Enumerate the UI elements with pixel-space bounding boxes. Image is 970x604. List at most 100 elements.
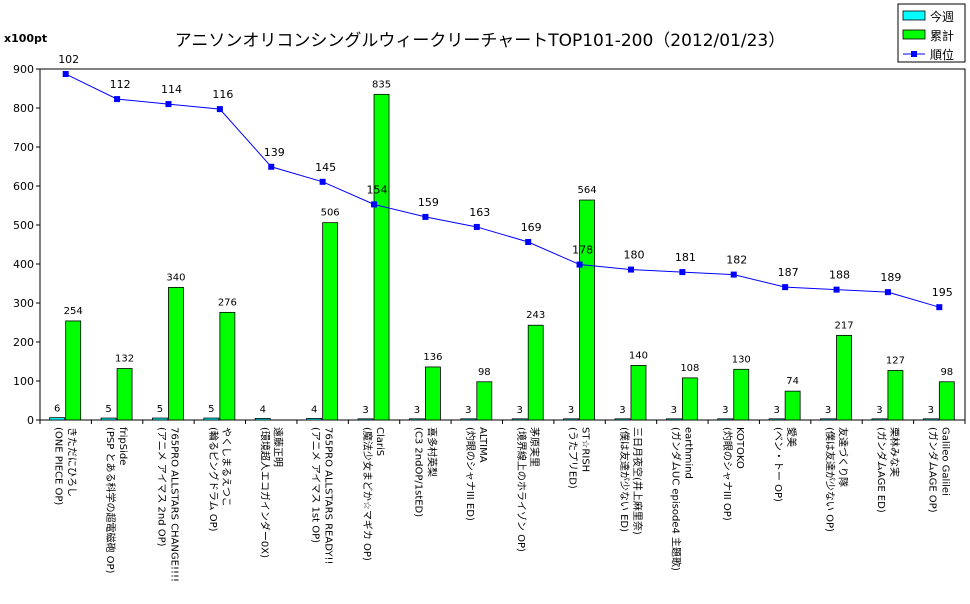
- x-tick-label: ALTIMA(灼眼のシャナIII ED): [464, 427, 488, 521]
- bar-this-week: [820, 418, 836, 421]
- bar-this-week: [922, 418, 939, 421]
- data-label-total: 98: [478, 367, 491, 378]
- bar-this-week: [409, 418, 425, 421]
- x-tick-label: 友達づくり隊(僕は友達が少ない OP): [824, 427, 850, 532]
- rank-point: [268, 163, 275, 170]
- bar-this-week: [665, 418, 682, 421]
- x-tick-label-artist: 遠藤正明: [271, 427, 284, 467]
- bar-total: [630, 364, 647, 421]
- rank-label: 116: [212, 88, 233, 101]
- bar-total: [836, 334, 852, 421]
- bar-this-week: [563, 418, 579, 421]
- rank-point: [62, 71, 69, 78]
- x-tick-label-work: (うたプリED): [567, 427, 579, 489]
- y-tick-label: 200: [13, 336, 34, 349]
- bar-this-week: [768, 418, 785, 421]
- bar-this-week: [614, 418, 631, 421]
- x-tick-label: 三日月夜空(井上麻里奈)(僕は友達が少ない ED): [618, 427, 644, 535]
- data-label-total: 276: [218, 297, 237, 308]
- rank-label: 187: [778, 266, 799, 279]
- rank-label: 112: [110, 78, 131, 91]
- plot-area: [39, 68, 966, 421]
- bar-this-week: [100, 417, 117, 421]
- y-tick-label: 100: [13, 375, 34, 388]
- bar-this-week: [460, 418, 477, 421]
- x-tick-label-work: (ガンダムAGE OP): [926, 427, 939, 513]
- bar-this-week: [717, 418, 734, 421]
- data-label-this-week: 3: [825, 405, 831, 416]
- data-label-total: 217: [834, 320, 853, 331]
- x-tick-label-work: (アニメ アイマス 1st OP): [310, 427, 321, 543]
- x-tick-label: 喜多村英梨(C3 2ndOP/1stED): [412, 427, 438, 517]
- data-label-total: 108: [680, 363, 699, 374]
- data-label-this-week: 3: [362, 405, 368, 416]
- x-tick-label-work: (ベン・トー OP): [772, 427, 784, 502]
- data-label-total: 506: [321, 208, 340, 219]
- y-tick-label: 500: [13, 219, 34, 232]
- x-tick-label: earthmind(ガンダムUC episode4 主題歌): [669, 427, 693, 571]
- bar-total: [322, 222, 339, 421]
- x-tick-label-work: (ガンダムUC episode4 主題歌): [669, 427, 682, 571]
- data-label-total: 340: [166, 272, 185, 283]
- rank-point: [730, 271, 737, 278]
- y-tick-label: 0: [27, 414, 34, 427]
- data-label-this-week: 3: [928, 405, 934, 416]
- rank-label: 139: [264, 146, 285, 159]
- data-label-total: 98: [940, 367, 953, 378]
- data-label-total: 132: [115, 354, 134, 365]
- bar-total: [527, 324, 544, 421]
- data-label-this-week: 5: [105, 404, 111, 415]
- rank-point: [679, 269, 686, 276]
- x-tick-label-work: (アニメ アイマス 2nd OP): [155, 427, 166, 547]
- data-label-this-week: 4: [260, 404, 266, 415]
- x-tick-label: 765PRO ALLSTARS READY!!(アニメ アイマス 1st OP): [310, 427, 334, 564]
- x-tick-label: 遠藤正明(環境超人エコガインダー0X): [258, 427, 284, 558]
- x-tick-label-work: (ONE PIECE OP): [53, 427, 64, 505]
- data-label-total: 835: [372, 79, 391, 90]
- x-tick-label-artist: 愛美: [785, 427, 798, 447]
- legend-label: 累計: [930, 28, 954, 43]
- x-tick-label-artist: きただにひろし: [66, 427, 78, 497]
- data-label-this-week: 3: [722, 405, 728, 416]
- x-tick-label-artist: 765PRO ALLSTARS READY!!: [323, 427, 334, 564]
- rank-point: [525, 238, 532, 245]
- data-label-this-week: 3: [517, 405, 523, 416]
- bar-total: [116, 368, 133, 421]
- bar-total: [887, 370, 904, 421]
- bar-total: [733, 368, 750, 421]
- x-tick-label-artist: 喜多村英梨: [425, 427, 438, 477]
- rank-point: [884, 289, 891, 296]
- y-tick-label: 800: [13, 102, 34, 115]
- x-tick-label-artist: fripSide: [117, 427, 128, 465]
- x-tick-label-work: (灼眼のシャナIII OP): [721, 427, 734, 521]
- y-tick-label: 900: [13, 63, 34, 76]
- x-tick-label-work: (C3 2ndOP/1stED): [412, 427, 423, 517]
- rank-label: 182: [726, 254, 747, 267]
- y-tick-label: 300: [13, 297, 34, 310]
- x-tick-label-artist: 茅原実里: [528, 427, 541, 467]
- x-tick-label-work: (境界線上のホライゾン OP): [515, 427, 528, 552]
- bar-this-week: [306, 418, 323, 421]
- y-tick-label: 700: [13, 141, 34, 154]
- data-label-this-week: 3: [671, 405, 677, 416]
- rank-label: 102: [58, 53, 79, 66]
- rank-label: 163: [469, 206, 490, 219]
- data-label-this-week: 3: [773, 405, 779, 416]
- y-axis-label: x100pt: [4, 32, 47, 45]
- x-tick-label-work: (輪るピングドラム OP): [207, 427, 220, 532]
- data-label-total: 254: [64, 306, 83, 317]
- x-tick-label: 愛美(ベン・トー OP): [772, 427, 798, 502]
- rank-label: 169: [521, 221, 542, 234]
- x-tick-label-artist: ClariS: [374, 427, 385, 456]
- data-label-this-week: 6: [54, 404, 60, 415]
- bar-total: [579, 199, 595, 421]
- rank-point: [165, 101, 172, 108]
- x-tick-label-work: (環境超人エコガインダー0X): [258, 427, 271, 558]
- x-tick-label: 765PRO ALLSTARS CHANGE!!!!(アニメ アイマス 2nd …: [155, 427, 179, 582]
- x-tick-label-artist: 765PRO ALLSTARS CHANGE!!!!: [168, 427, 179, 582]
- legend-label: 順位: [930, 47, 954, 62]
- x-tick-label-artist: ALTIMA: [477, 427, 488, 463]
- rank-point: [114, 96, 121, 103]
- chart-title: アニソンオリコンシングルウィークリーチャートTOP101-200（2012/01…: [175, 31, 786, 51]
- x-tick-label: ST☆RISH(うたプリED): [567, 427, 591, 489]
